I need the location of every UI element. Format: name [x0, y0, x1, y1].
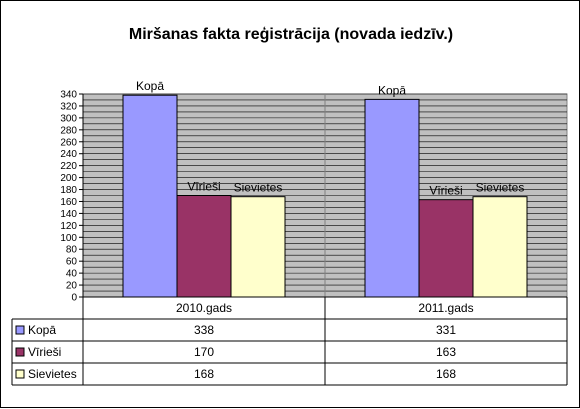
y-tick-label: 80: [66, 245, 78, 256]
legend-label: Vīrieši: [28, 345, 61, 359]
bar: [472, 196, 528, 298]
y-tick-label: 100: [60, 233, 77, 244]
bar-data-label: Sievietes: [234, 181, 283, 195]
y-tick-label: 20: [66, 281, 78, 292]
bar: [122, 94, 178, 298]
table-cell-value: 163: [436, 345, 456, 359]
y-tick-label: 120: [60, 221, 77, 232]
bar: [176, 195, 232, 298]
legend-key: [15, 369, 25, 379]
bar: [364, 98, 420, 298]
data-table: 2010.gads 2011.gads Kopā 338 331 Vīrieši 170 16…: [11, 297, 568, 386]
bar-data-label: Kopā: [136, 79, 164, 93]
table-cell-value: 170: [194, 345, 214, 359]
y-tick-label: 60: [66, 257, 78, 268]
legend-label: Kopā: [28, 323, 56, 337]
category-label: 2011.gads: [418, 301, 473, 315]
table-cell-value: 338: [194, 323, 214, 337]
bar: [418, 199, 474, 298]
chart-title: Miršanas fakta reģistrācija (novada iedz…: [129, 25, 453, 43]
legend-label: Sievietes: [28, 367, 77, 381]
table-cell-value: 168: [436, 367, 456, 381]
y-tick-label: 160: [60, 197, 77, 208]
y-tick-label: 240: [60, 149, 77, 160]
y-tick-label: 180: [60, 185, 77, 196]
y-tick-label: 40: [66, 269, 78, 280]
y-tick-label: 340: [60, 90, 77, 101]
category-label: 2010.gads: [176, 301, 232, 315]
y-tick-label: 300: [60, 113, 77, 124]
legend-key: [15, 347, 25, 357]
bar-data-label: Vīrieši: [187, 180, 220, 194]
bar-data-label: Sievietes: [476, 181, 525, 195]
table-cell-value: 331: [436, 323, 456, 337]
y-tick-label: 200: [60, 173, 77, 184]
plot-area: 0204060801001201401601802002202402602803…: [60, 79, 568, 304]
bar: [230, 196, 286, 298]
table-cell-value: 168: [194, 367, 214, 381]
bar-data-label: Vīrieši: [429, 184, 462, 198]
y-tick-label: 0: [71, 293, 77, 304]
y-tick-label: 220: [60, 161, 77, 172]
y-tick-label: 140: [60, 209, 77, 220]
y-tick-label: 260: [60, 137, 77, 148]
legend-key: [15, 325, 25, 335]
y-tick-label: 280: [60, 125, 77, 136]
y-tick-label: 320: [60, 101, 77, 112]
bar-data-label: Kopā: [378, 83, 406, 97]
